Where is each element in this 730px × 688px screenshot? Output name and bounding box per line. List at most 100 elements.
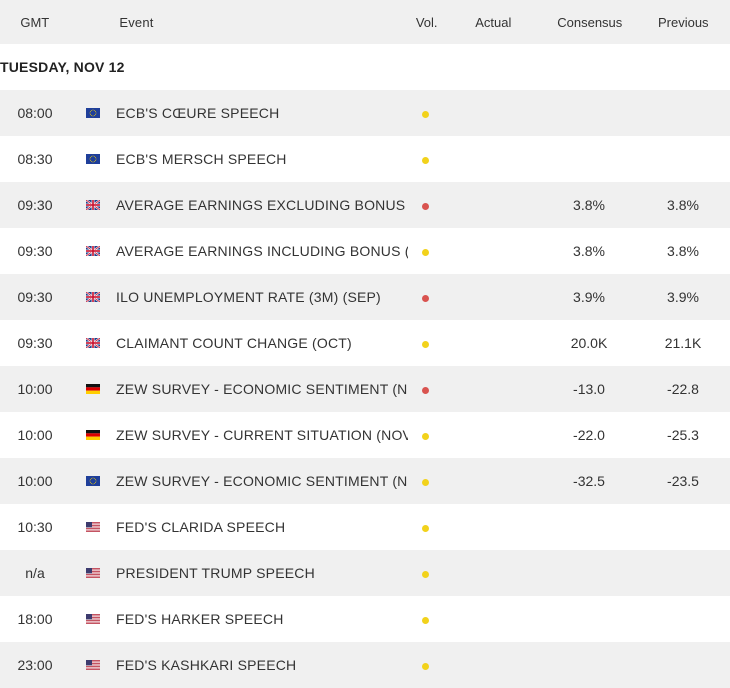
header-event[interactable]: Event (119, 14, 154, 30)
de-flag-icon (86, 430, 100, 440)
previous-value: -23.5 (667, 473, 699, 489)
medium-volatility-dot-icon (421, 341, 429, 348)
volatility-cell (408, 197, 442, 213)
volatility-cell (408, 335, 442, 351)
header-actual[interactable]: Actual (475, 14, 512, 30)
previous-value: -22.8 (667, 381, 699, 397)
eu-flag-icon (86, 154, 100, 164)
volatility-cell (408, 519, 442, 535)
event-name[interactable]: CLAIMANT COUNT CHANGE (OCT) (116, 335, 352, 351)
medium-volatility-dot-icon (421, 249, 429, 256)
us-flag-icon (86, 568, 100, 578)
event-name[interactable]: FED'S HARKER SPEECH (116, 611, 284, 627)
header-previous[interactable]: Previous (657, 14, 709, 30)
table-row[interactable]: 23:00 FED'S KASHKARI SPEECH (0, 642, 730, 688)
date-heading: TUESDAY, NOV 12 (0, 44, 730, 90)
event-time: 08:00 (17, 105, 53, 121)
event-time: 09:30 (17, 243, 53, 259)
flag-cell (70, 384, 116, 394)
medium-volatility-dot-icon (421, 617, 429, 624)
uk-flag-icon (86, 338, 100, 348)
consensus-value: -13.0 (573, 381, 605, 397)
flag-cell (70, 246, 116, 256)
event-name[interactable]: FED'S KASHKARI SPEECH (116, 657, 297, 673)
event-name[interactable]: ECB'S CŒURE SPEECH (116, 105, 280, 121)
flag-cell (70, 200, 116, 210)
event-name[interactable]: PRESIDENT TRUMP SPEECH (116, 565, 315, 581)
table-row[interactable]: 10:00 ZEW SURVEY - CURRENT SITUATION (NOV… (0, 412, 730, 458)
event-name[interactable]: ZEW SURVEY - CURRENT SITUATION (NOV) (116, 427, 408, 443)
high-volatility-dot-icon (421, 203, 429, 210)
event-name[interactable]: ILO UNEMPLOYMENT RATE (3M) (SEP) (116, 289, 381, 305)
high-volatility-dot-icon (421, 295, 429, 302)
consensus-value: 20.0K (570, 335, 608, 351)
flag-cell (70, 108, 116, 118)
event-name[interactable]: AVERAGE EARNINGS EXCLUDING BONUS ... (116, 197, 408, 213)
event-name[interactable]: ZEW SURVEY - ECONOMIC SENTIMENT (N... (116, 381, 408, 397)
event-time: 10:00 (17, 381, 53, 397)
medium-volatility-dot-icon (421, 111, 429, 118)
eu-flag-icon (86, 476, 100, 486)
event-time: 18:00 (17, 611, 53, 627)
volatility-cell (408, 565, 442, 581)
table-row[interactable]: 09:30 CLAIMANT COUNT CHANGE (OCT) 20.0K 21.… (0, 320, 730, 366)
previous-value: 21.1K (664, 335, 702, 351)
event-list: 08:00 ECB'S CŒURE SPEECH 08:30 ECB'S MERSCH… (0, 90, 730, 688)
volatility-cell (408, 657, 442, 673)
event-name[interactable]: ECB'S MERSCH SPEECH (116, 151, 287, 167)
volatility-cell (408, 427, 442, 443)
volatility-cell (408, 243, 442, 259)
volatility-cell (408, 611, 442, 627)
table-row[interactable]: n/a PRESIDENT TRUMP SPEECH (0, 550, 730, 596)
volatility-cell (408, 151, 442, 167)
us-flag-icon (86, 660, 100, 670)
medium-volatility-dot-icon (421, 433, 429, 440)
flag-cell (70, 660, 116, 670)
table-row[interactable]: 18:00 FED'S HARKER SPEECH (0, 596, 730, 642)
event-name[interactable]: FED'S CLARIDA SPEECH (116, 519, 286, 535)
consensus-value: 3.8% (573, 197, 605, 213)
header-vol[interactable]: Vol. (415, 14, 438, 30)
header-gmt[interactable]: GMT (20, 14, 50, 30)
table-header: GMT Event Vol. Actual Consensus Previous (0, 0, 730, 44)
event-time: 08:30 (17, 151, 53, 167)
table-row[interactable]: 10:00 ZEW SURVEY - ECONOMIC SENTIMENT (N.… (0, 366, 730, 412)
volatility-cell (408, 473, 442, 489)
flag-cell (70, 430, 116, 440)
flag-cell (70, 476, 116, 486)
event-name[interactable]: ZEW SURVEY - ECONOMIC SENTIMENT (N... (116, 473, 408, 489)
us-flag-icon (86, 614, 100, 624)
event-time: 09:30 (17, 197, 53, 213)
medium-volatility-dot-icon (421, 157, 429, 164)
header-consensus[interactable]: Consensus (557, 14, 623, 30)
event-time: 09:30 (17, 335, 53, 351)
volatility-cell (408, 105, 442, 121)
flag-cell (70, 154, 116, 164)
previous-value: 3.9% (667, 289, 699, 305)
table-row[interactable]: 10:30 FED'S CLARIDA SPEECH (0, 504, 730, 550)
event-time: 10:00 (17, 473, 53, 489)
medium-volatility-dot-icon (421, 525, 429, 532)
event-name[interactable]: AVERAGE EARNINGS INCLUDING BONUS (... (116, 243, 408, 259)
consensus-value: 3.9% (573, 289, 605, 305)
table-row[interactable]: 09:30 AVERAGE EARNINGS INCLUDING BONUS (.… (0, 228, 730, 274)
event-time: 23:00 (17, 657, 53, 673)
uk-flag-icon (86, 246, 100, 256)
flag-cell (70, 338, 116, 348)
table-row[interactable]: 10:00 ZEW SURVEY - ECONOMIC SENTIMENT (N.… (0, 458, 730, 504)
medium-volatility-dot-icon (421, 571, 429, 578)
de-flag-icon (86, 384, 100, 394)
consensus-value: -32.5 (573, 473, 605, 489)
uk-flag-icon (86, 200, 100, 210)
table-row[interactable]: 09:30 AVERAGE EARNINGS EXCLUDING BONUS ..… (0, 182, 730, 228)
medium-volatility-dot-icon (421, 479, 429, 486)
table-row[interactable]: 09:30 ILO UNEMPLOYMENT RATE (3M) (SEP) 3.9… (0, 274, 730, 320)
previous-value: 3.8% (667, 197, 699, 213)
table-row[interactable]: 08:00 ECB'S CŒURE SPEECH (0, 90, 730, 136)
flag-cell (70, 614, 116, 624)
eu-flag-icon (86, 108, 100, 118)
table-row[interactable]: 08:30 ECB'S MERSCH SPEECH (0, 136, 730, 182)
previous-value: -25.3 (667, 427, 699, 443)
event-time: 10:30 (17, 519, 53, 535)
